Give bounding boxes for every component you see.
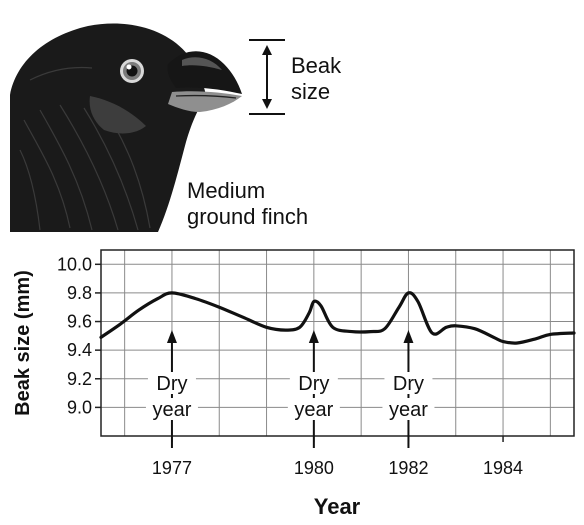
y-tick-label: 10.0 bbox=[57, 254, 92, 274]
finch-feather-lines bbox=[19, 66, 151, 231]
x-tick-label: 1980 bbox=[294, 458, 334, 478]
dry-year-label-line1: Dry bbox=[298, 373, 329, 395]
arrow-head-icon bbox=[308, 330, 319, 343]
x-tick-label: 1977 bbox=[152, 458, 192, 478]
y-axis-title: Beak size (mm) bbox=[12, 270, 34, 416]
finch-cheek-highlight bbox=[89, 96, 146, 134]
y-tick-label: 9.4 bbox=[67, 340, 92, 360]
dry-year-label-line1: Dry bbox=[393, 373, 424, 395]
dry-year-label-line2: year bbox=[389, 399, 428, 421]
x-tick-label: 1984 bbox=[483, 458, 523, 478]
beak-size-indicator: Beak size bbox=[249, 39, 342, 115]
x-axis: 1977 1980 1982 1984 bbox=[152, 436, 523, 478]
dry-year-annotation: Dry year bbox=[287, 330, 340, 448]
x-tick-label: 1982 bbox=[388, 458, 428, 478]
dry-year-annotations: Dry year Dry year Dry year bbox=[145, 330, 435, 448]
dry-year-label-line2: year bbox=[294, 399, 333, 421]
y-tick-label: 9.6 bbox=[67, 312, 92, 332]
y-axis: 9.0 9.2 9.4 9.6 9.8 10.0 bbox=[57, 254, 101, 417]
dry-year-annotation: Dry year bbox=[382, 330, 435, 448]
finch-head-illustration bbox=[10, 23, 242, 233]
dry-year-label-line1: Dry bbox=[156, 373, 187, 395]
arrow-head-icon bbox=[166, 330, 177, 343]
species-label-line1: Medium bbox=[187, 178, 265, 203]
species-label-line2: ground finch bbox=[187, 204, 308, 229]
dry-year-annotation: Dry year bbox=[145, 330, 198, 448]
x-axis-title: Year bbox=[314, 494, 361, 519]
finch-upper-beak bbox=[167, 51, 242, 94]
beak-size-chart: 9.0 9.2 9.4 9.6 9.8 10.0 1977 1980 1982 1984 Dry… bbox=[12, 249, 576, 519]
y-tick-label: 9.0 bbox=[67, 397, 92, 417]
plot-area-border bbox=[100, 249, 575, 437]
y-tick-label: 9.2 bbox=[67, 369, 92, 389]
beak-size-label-line1: Beak bbox=[291, 53, 342, 78]
y-tick-label: 9.8 bbox=[67, 283, 92, 303]
dry-year-label-line2: year bbox=[152, 399, 191, 421]
arrow-head-icon bbox=[403, 330, 414, 343]
beak-size-label-line2: size bbox=[291, 79, 330, 104]
beak-size-series-line bbox=[99, 291, 576, 345]
